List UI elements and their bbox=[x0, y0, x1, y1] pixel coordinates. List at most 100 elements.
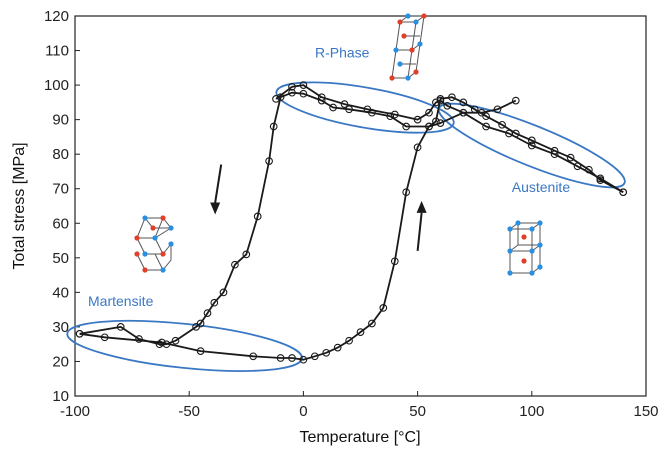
data-point bbox=[135, 335, 143, 343]
data-point bbox=[527, 136, 536, 145]
data-point bbox=[276, 354, 285, 362]
data-point bbox=[432, 98, 440, 107]
y-tick-label: 80 bbox=[52, 146, 69, 163]
data-point bbox=[155, 340, 164, 349]
data-point bbox=[363, 105, 372, 114]
arrow-up-icon bbox=[416, 200, 427, 252]
phase-ellipses bbox=[66, 81, 626, 372]
data-point bbox=[498, 120, 506, 129]
plot-frame bbox=[74, 15, 647, 397]
data-point bbox=[443, 101, 452, 110]
data-point bbox=[171, 336, 180, 345]
data-point bbox=[345, 105, 353, 114]
data-point bbox=[333, 343, 342, 352]
data-point bbox=[100, 333, 109, 342]
arrow-layer bbox=[210, 164, 427, 252]
y-tick-label: 120 bbox=[44, 8, 69, 25]
data-point bbox=[413, 115, 422, 124]
data-point bbox=[157, 338, 166, 347]
x-axis-label: Temperature [°C] bbox=[299, 429, 420, 446]
data-point bbox=[482, 122, 490, 131]
data-point bbox=[288, 88, 296, 97]
data-point bbox=[242, 250, 251, 259]
y-tick-label: 30 bbox=[52, 319, 69, 336]
y-tick-label: 10 bbox=[52, 388, 69, 405]
y-tick-label: 20 bbox=[52, 353, 69, 370]
data-point bbox=[585, 165, 593, 174]
data-point bbox=[299, 355, 308, 364]
data-point bbox=[317, 93, 326, 102]
martensite-lattice-icon bbox=[134, 215, 174, 273]
data-point bbox=[288, 354, 296, 362]
data-point bbox=[276, 93, 285, 102]
data-point bbox=[386, 112, 395, 121]
data-point bbox=[459, 98, 468, 107]
data-point bbox=[550, 146, 559, 155]
data-point bbox=[493, 105, 502, 114]
data-point bbox=[299, 81, 308, 89]
y-tick-label: 60 bbox=[52, 215, 69, 232]
phase-label-austenite: Austenite bbox=[512, 179, 571, 195]
data-point bbox=[231, 260, 239, 269]
data-point bbox=[203, 309, 212, 317]
data-point bbox=[288, 82, 296, 91]
data-point bbox=[379, 304, 388, 312]
data-point bbox=[459, 108, 468, 117]
data-point bbox=[299, 89, 308, 98]
arrow-down-icon bbox=[210, 164, 223, 215]
data-point bbox=[269, 122, 278, 131]
data-point bbox=[413, 143, 422, 152]
data-point bbox=[345, 336, 353, 345]
data-point bbox=[482, 112, 490, 121]
data-point bbox=[596, 174, 605, 183]
data-point bbox=[272, 95, 280, 103]
data-point bbox=[329, 103, 337, 112]
austenite-lattice-icon bbox=[507, 220, 543, 276]
x-tick-label: 100 bbox=[519, 403, 544, 420]
data-point bbox=[192, 323, 200, 331]
y-axis-label: Total stress [MPa] bbox=[11, 142, 28, 269]
data-point bbox=[425, 122, 433, 131]
x-tick-label: -100 bbox=[60, 403, 90, 420]
data-point bbox=[368, 319, 376, 328]
data-point bbox=[573, 162, 582, 171]
data-point bbox=[75, 329, 84, 338]
y-tick-label: 70 bbox=[52, 181, 69, 198]
y-tick-label: 50 bbox=[52, 250, 69, 267]
data-point bbox=[425, 108, 433, 117]
data-point bbox=[448, 93, 456, 102]
r-phase-ellipse bbox=[275, 81, 455, 134]
y-tick-label: 90 bbox=[52, 112, 69, 129]
data-point bbox=[340, 100, 349, 108]
data-point bbox=[249, 352, 258, 361]
data-point bbox=[550, 150, 559, 159]
data-point bbox=[219, 288, 228, 297]
data-point bbox=[619, 188, 628, 197]
data-point bbox=[402, 122, 411, 131]
phase-label-martensite: Martensite bbox=[88, 293, 154, 309]
phase-label-layer: R-Phase Martensite Austenite bbox=[88, 44, 570, 309]
y-tick-label: 100 bbox=[44, 77, 69, 94]
data-point bbox=[436, 119, 445, 127]
data-point bbox=[432, 117, 440, 126]
phase-label-r-phase: R-Phase bbox=[315, 44, 370, 60]
data-point bbox=[356, 328, 365, 336]
data-point bbox=[527, 141, 536, 150]
data-point bbox=[265, 157, 273, 165]
data-point bbox=[322, 348, 331, 357]
series-line-austenite-cooling bbox=[275, 84, 624, 193]
data-point bbox=[390, 110, 399, 119]
data-point bbox=[436, 96, 445, 105]
data-point bbox=[505, 129, 513, 138]
data-point bbox=[116, 323, 125, 331]
data-point bbox=[402, 188, 411, 197]
data-point bbox=[511, 96, 520, 105]
data-point bbox=[253, 212, 262, 221]
data-point bbox=[566, 153, 575, 162]
x-tick-label: 0 bbox=[299, 403, 307, 420]
data-point bbox=[470, 105, 479, 114]
x-tick-label: 50 bbox=[409, 403, 426, 420]
tick-layer: -100 -50 0 50 100 150 10 20 30 40 50 60 70 80 90 100 110… bbox=[44, 8, 659, 420]
data-point bbox=[196, 347, 205, 355]
y-tick-label: 110 bbox=[45, 43, 69, 60]
